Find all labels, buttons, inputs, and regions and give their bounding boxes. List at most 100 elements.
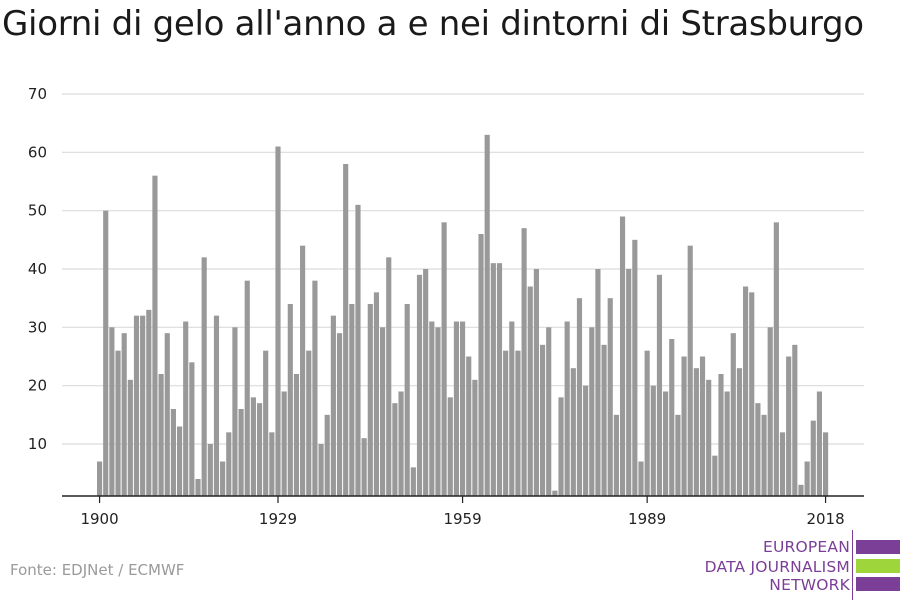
- logo-bar-purple-top: [856, 540, 900, 554]
- bar-1944: [367, 304, 373, 496]
- bar-1946: [380, 327, 386, 496]
- bar-1920: [220, 461, 226, 496]
- grid-lines: 10 20 30 40 50 60 70: [28, 85, 864, 453]
- bar-1979: [583, 385, 589, 496]
- bar-1949: [398, 391, 404, 496]
- bar-1954: [429, 321, 435, 496]
- bar-1917: [201, 257, 207, 496]
- bar-1956: [441, 222, 447, 497]
- x-tick-label: 1900: [80, 510, 118, 528]
- bar-2014: [798, 484, 804, 496]
- bar-1936: [318, 444, 324, 496]
- bar-1959: [460, 321, 466, 496]
- logo-line-1: EUROPEAN: [762, 538, 850, 556]
- bar-1969: [521, 228, 527, 496]
- bar-1989: [644, 350, 650, 496]
- bar-1983: [607, 298, 613, 496]
- bar-1993: [669, 339, 675, 496]
- bar-1971: [533, 269, 539, 496]
- bar-1913: [176, 426, 183, 496]
- bar-1986: [626, 269, 632, 496]
- logo-bar-green: [856, 559, 900, 573]
- bar-2010: [773, 222, 779, 497]
- bar-1972: [539, 344, 546, 496]
- bar-1998: [699, 356, 706, 496]
- bar-2006: [749, 292, 755, 496]
- bar-1941: [349, 304, 355, 496]
- bar-1905: [127, 379, 133, 496]
- bar-2005: [743, 286, 749, 496]
- bar-1966: [503, 350, 509, 496]
- y-tick-label: 70: [28, 85, 47, 103]
- bar-1923: [238, 409, 244, 496]
- bar-1958: [453, 321, 459, 496]
- x-tick-label: 1929: [259, 510, 297, 528]
- bar-1997: [693, 368, 699, 496]
- bar-2001: [718, 374, 724, 496]
- bar-2003: [730, 333, 736, 496]
- bar-2012: [786, 356, 792, 496]
- bar-1948: [392, 403, 398, 496]
- bar-1990: [650, 385, 656, 496]
- bar-1947: [386, 257, 392, 496]
- bar-1960: [466, 356, 472, 496]
- bar-1904: [121, 333, 127, 496]
- bar-1935: [312, 280, 318, 496]
- y-tick-label: 40: [28, 260, 47, 278]
- bar-1943: [361, 438, 367, 496]
- bar-1992: [663, 391, 669, 496]
- bar-1982: [601, 344, 607, 496]
- x-tick-label: 2018: [806, 510, 844, 528]
- bar-1995: [681, 356, 687, 496]
- bar-1970: [527, 286, 533, 496]
- x-tick-label: 1959: [443, 510, 481, 528]
- bar-1924: [244, 280, 250, 496]
- bar-1902: [109, 327, 115, 496]
- bar-2013: [792, 344, 798, 496]
- bar-1933: [300, 245, 306, 496]
- bars: [97, 134, 829, 497]
- y-tick-label: 60: [28, 143, 47, 161]
- bar-1957: [447, 397, 453, 496]
- bar-1927: [263, 350, 269, 496]
- edjnet-logo: EUROPEAN DATA JOURNALISM NETWORK: [700, 530, 900, 600]
- bar-1932: [293, 374, 300, 496]
- bar-1911: [164, 333, 170, 496]
- bar-1939: [336, 333, 343, 496]
- chart-title: Giorni di gelo all'anno a e nei dintorni…: [2, 4, 864, 44]
- bar-1934: [306, 350, 312, 496]
- bar-1919: [213, 315, 220, 496]
- bar-1964: [490, 263, 496, 496]
- bar-1980: [589, 327, 595, 496]
- bar-1981: [595, 269, 601, 496]
- bar-1955: [435, 327, 441, 496]
- bar-1978: [576, 298, 583, 496]
- bar-2015: [804, 461, 810, 496]
- bar-2011: [779, 432, 786, 496]
- bar-1968: [515, 350, 521, 496]
- logo-line-2: DATA JOURNALISM: [704, 558, 850, 576]
- bar-1988: [638, 461, 644, 496]
- y-tick-label: 20: [28, 377, 47, 395]
- logo-line-3: NETWORK: [769, 576, 850, 594]
- bar-1903: [115, 350, 121, 496]
- bar-1976: [564, 321, 570, 496]
- bar-1987: [632, 239, 638, 497]
- bar-1916: [195, 479, 201, 496]
- bar-1907: [140, 315, 146, 496]
- bar-1931: [287, 304, 293, 496]
- bar-1977: [570, 368, 576, 496]
- bar-1940: [343, 164, 349, 496]
- bar-1928: [269, 432, 275, 496]
- bar-1925: [250, 397, 256, 496]
- bar-1915: [189, 362, 195, 496]
- logo-bar-purple-bottom: [856, 577, 900, 591]
- y-tick-label: 30: [28, 318, 47, 336]
- bar-1921: [226, 432, 232, 496]
- bar-1996: [687, 245, 693, 496]
- bar-1963: [484, 134, 490, 497]
- bar-1937: [324, 414, 330, 496]
- bar-1985: [619, 216, 626, 496]
- bar-1942: [355, 204, 361, 497]
